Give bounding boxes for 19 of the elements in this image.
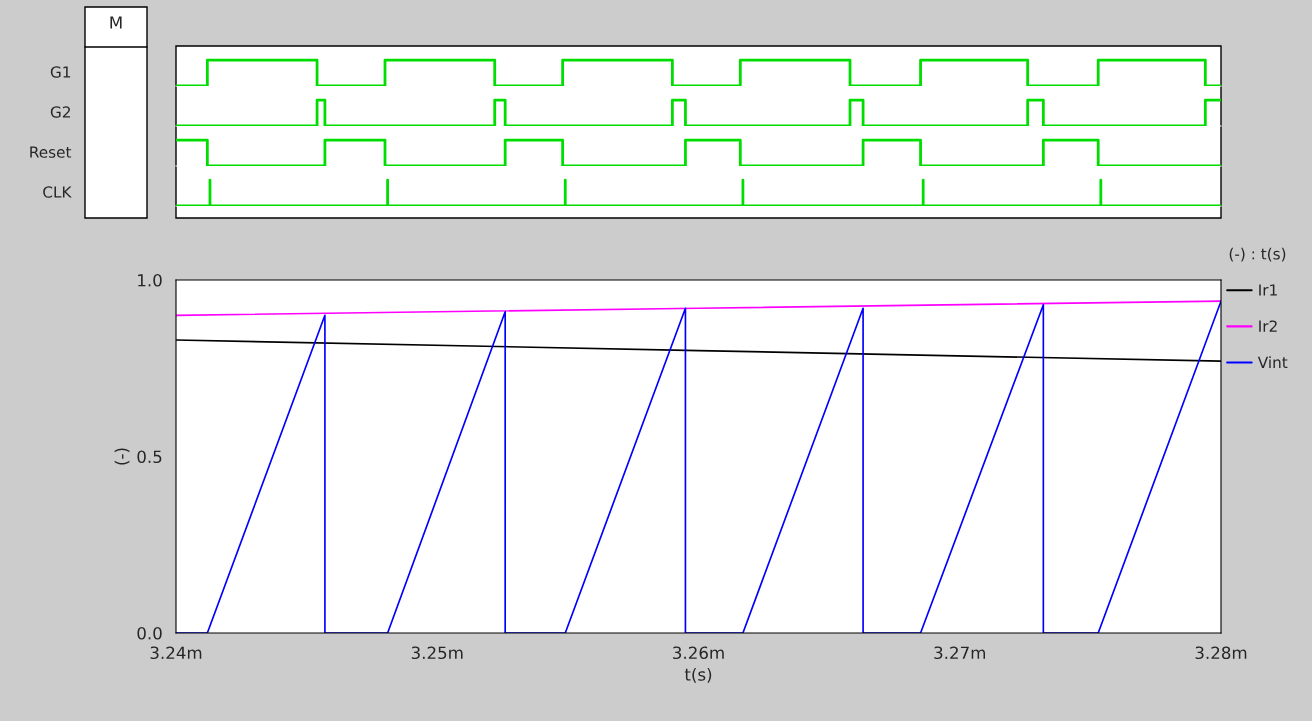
legend-label: Vint — [1257, 356, 1288, 368]
text: G1 — [50, 66, 71, 78]
y-tick-label: 0.0 — [137, 626, 162, 640]
legend-label: Ir2 — [1259, 320, 1277, 332]
legend-title: (-) : t(s) — [1229, 247, 1286, 262]
x-tick-label: 3.25m — [411, 646, 463, 660]
y-tick-label: 1.0 — [138, 273, 162, 287]
x-tick-label: 3.24m — [150, 646, 202, 660]
text: G2 — [50, 106, 70, 118]
y-tick-label: 0.5 — [137, 450, 162, 464]
x-axis-title: t(s) — [684, 667, 712, 683]
y-axis-title: (-) — [114, 448, 130, 465]
text: M — [110, 16, 122, 29]
legend-label: Ir1 — [1259, 284, 1277, 296]
x-tick-label: 3.28m — [1195, 646, 1247, 660]
text: Reset — [30, 146, 72, 158]
x-tick-label: 3.26m — [673, 646, 724, 660]
text: CLK — [43, 186, 72, 198]
x-tick-label: 3.27m — [934, 646, 986, 660]
